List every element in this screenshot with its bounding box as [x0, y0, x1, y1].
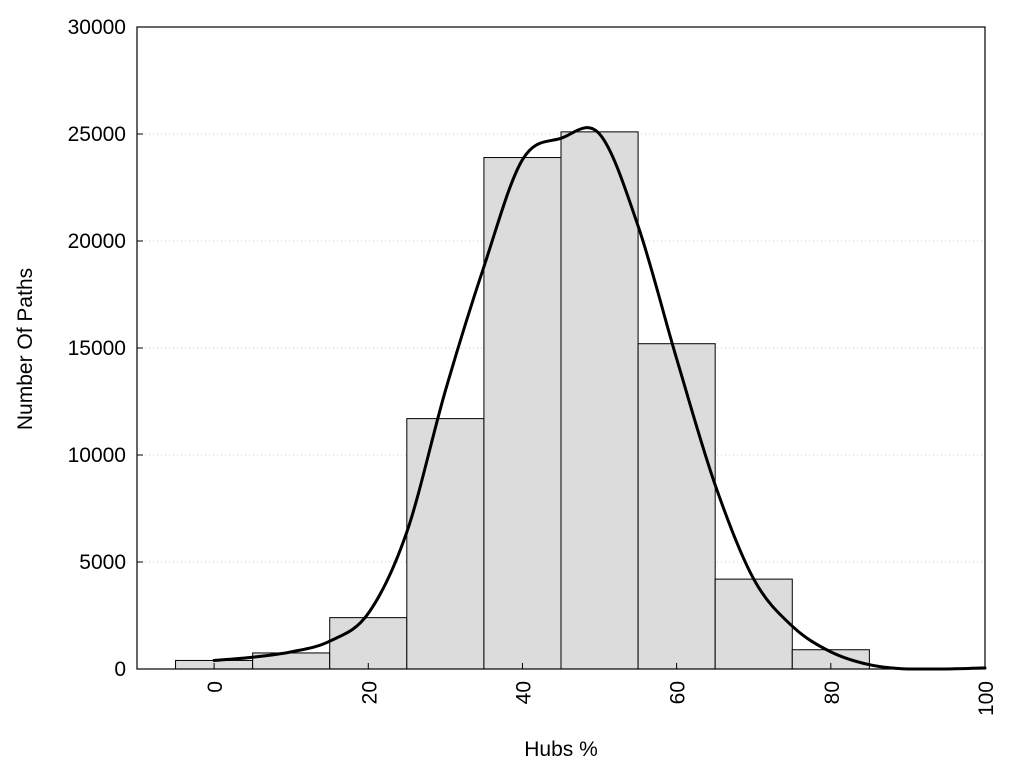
- bar-70: [714, 578, 793, 670]
- y-tick-label-1: 5000: [79, 551, 126, 574]
- y-tick-label-6: 30000: [68, 16, 126, 39]
- x-tick-labels: 0 20 40 60 80 100: [204, 681, 998, 716]
- x-tick-label-4: 80: [821, 681, 844, 704]
- density-curve: [212, 126, 987, 671]
- bar-30: [406, 418, 485, 670]
- histogram-bars: [175, 131, 870, 670]
- x-tick-label-5: 100: [975, 681, 998, 716]
- x-tick-label-1: 20: [358, 681, 381, 704]
- y-tick-label-0: 0: [114, 658, 126, 681]
- y-tick-label-2: 10000: [68, 444, 126, 467]
- y-tick-label-5: 25000: [68, 123, 126, 146]
- x-tick-label-0: 0: [204, 681, 227, 693]
- y-axis-label: Number Of Paths: [14, 268, 37, 430]
- x-tick-label-2: 40: [512, 681, 535, 704]
- bar-20: [329, 617, 408, 670]
- bar-60: [637, 343, 716, 670]
- x-tick-label-3: 60: [667, 681, 690, 704]
- density-curve-line: [212, 126, 987, 671]
- y-tick-labels: 0 5000 10000 15000 20000 25000 30000: [68, 16, 126, 681]
- y-tick-label-3: 15000: [68, 337, 126, 360]
- axis-ticks: [137, 26, 986, 670]
- bar-50: [560, 131, 639, 670]
- y-tick-label-4: 20000: [68, 230, 126, 253]
- x-axis-label: Hubs %: [524, 738, 598, 761]
